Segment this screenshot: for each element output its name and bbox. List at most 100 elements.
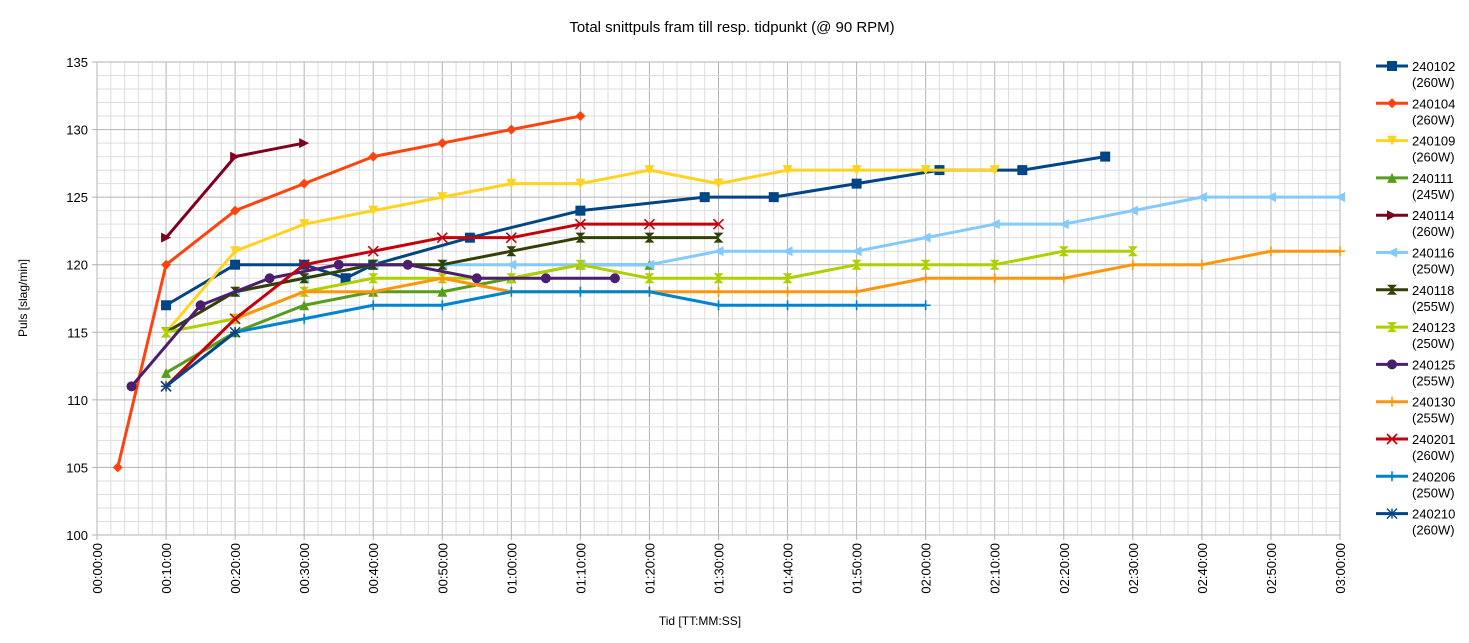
legend-label: 240118	[1412, 283, 1454, 298]
y-tick-label: 110	[67, 393, 88, 408]
legend-sublabel: (255W)	[1412, 299, 1455, 314]
legend-item-240102: 240102(260W)	[1376, 59, 1455, 90]
data-point-240104	[437, 138, 448, 149]
data-point-240109	[437, 192, 448, 203]
data-point-240118	[575, 232, 586, 243]
data-point-240116	[1127, 205, 1138, 216]
legend-label: 240210	[1412, 507, 1455, 522]
data-point-240123	[506, 273, 517, 284]
series-line-240125	[130, 263, 615, 388]
legend-marker	[1387, 247, 1397, 258]
legend-sublabel: (260W)	[1412, 224, 1455, 239]
legend-label: 240201	[1412, 432, 1455, 447]
x-tick-label: 01:10:00	[573, 543, 588, 594]
legend-item-240201: 240201(260W)	[1376, 432, 1455, 463]
data-point-240109	[644, 165, 655, 176]
data-point-240210	[160, 380, 172, 392]
x-tick-label: 03:00:00	[1333, 543, 1348, 594]
legend-label: 240114	[1412, 208, 1454, 223]
legend: 240102(260W)240104(260W)240109(260W)2401…	[1376, 59, 1455, 538]
legend-sublabel: (260W)	[1412, 448, 1455, 463]
series-line-240123	[165, 249, 1133, 334]
legend-item-240125: 240125(255W)	[1376, 357, 1455, 388]
data-point-240201	[643, 218, 656, 230]
x-tick-label: 01:30:00	[712, 543, 727, 594]
legend-sublabel: (260W)	[1412, 523, 1455, 538]
legend-item-240118: 240118(255W)	[1376, 283, 1455, 314]
legend-sublabel: (255W)	[1412, 411, 1455, 426]
data-point-240104	[161, 259, 172, 270]
legend-marker	[1387, 396, 1397, 407]
y-tick-label: 120	[66, 258, 88, 273]
y-tick-label: 115	[67, 325, 88, 340]
x-tick-label: 00:10:00	[159, 543, 174, 594]
x-tick-label: 02:40:00	[1195, 543, 1210, 594]
data-point-240206	[782, 300, 793, 311]
data-point-240206	[299, 313, 310, 324]
data-point-240123	[161, 327, 172, 338]
data-point-240123	[851, 259, 862, 270]
legend-sublabel: (250W)	[1412, 262, 1455, 277]
legend-marker	[1387, 172, 1397, 183]
data-point-240118	[368, 259, 379, 270]
data-point-240109	[506, 178, 517, 189]
y-tick-label: 105	[66, 460, 88, 475]
legend-label: 240206	[1412, 469, 1455, 484]
data-point-240109	[989, 165, 1000, 176]
legend-item-240104: 240104(260W)	[1376, 96, 1455, 127]
legend-sublabel: (260W)	[1412, 150, 1455, 165]
data-point-240109	[368, 205, 379, 216]
data-point-240206	[506, 286, 517, 297]
series-240210	[160, 326, 241, 392]
data-point-240109	[713, 178, 724, 189]
data-point-240206	[713, 300, 724, 311]
legend-sublabel: (260W)	[1412, 75, 1455, 90]
data-point-240206	[368, 300, 379, 311]
series-line-240210	[165, 331, 237, 388]
legend-marker	[1386, 508, 1398, 520]
data-point-240116	[1335, 192, 1345, 203]
data-point-240130	[1335, 246, 1345, 257]
data-point-240130	[989, 273, 1000, 284]
data-point-240123	[782, 273, 793, 284]
data-point-240125	[333, 259, 344, 270]
legend-label: 240111	[1412, 171, 1453, 186]
legend-marker	[1387, 322, 1397, 333]
data-point-240123	[644, 273, 655, 284]
legend-item-240116: 240116(250W)	[1376, 246, 1455, 277]
data-point-240109	[299, 219, 310, 230]
x-tick-label: 02:50:00	[1264, 543, 1279, 594]
legend-sublabel: (245W)	[1412, 187, 1455, 202]
data-point-240130	[368, 286, 379, 297]
data-point-240102	[1017, 165, 1028, 176]
data-point-240102	[851, 178, 862, 189]
data-point-240102	[699, 192, 710, 203]
data-point-240104	[112, 462, 123, 473]
data-point-240116	[1265, 192, 1276, 203]
data-point-240102	[575, 205, 586, 216]
data-point-240109	[920, 165, 931, 176]
data-point-240104	[575, 111, 586, 122]
legend-label: 240123	[1412, 320, 1455, 335]
legend-sublabel: (260W)	[1412, 112, 1455, 127]
series-layer	[112, 111, 1345, 473]
x-tick-label: 02:10:00	[988, 543, 1003, 594]
data-point-240104	[368, 151, 379, 162]
data-point-240104	[506, 124, 517, 135]
data-point-240102	[161, 300, 172, 311]
legend-sublabel: (255W)	[1412, 373, 1455, 388]
data-point-240201	[229, 313, 241, 325]
legend-label: 240109	[1412, 134, 1455, 149]
x-tick-label: 02:30:00	[1126, 543, 1141, 594]
data-point-240102	[230, 259, 241, 270]
data-point-240125	[609, 273, 620, 284]
data-point-240206	[437, 300, 448, 311]
x-tick-label: 00:40:00	[366, 543, 381, 594]
series-240206	[230, 286, 931, 338]
legend-marker	[1386, 433, 1398, 445]
x-axis-label: Tid [TT:MM:SS]	[659, 614, 741, 628]
legend-label: 240104	[1412, 96, 1455, 111]
data-point-240130	[1196, 259, 1207, 270]
x-tick-label: 00:20:00	[228, 543, 243, 594]
